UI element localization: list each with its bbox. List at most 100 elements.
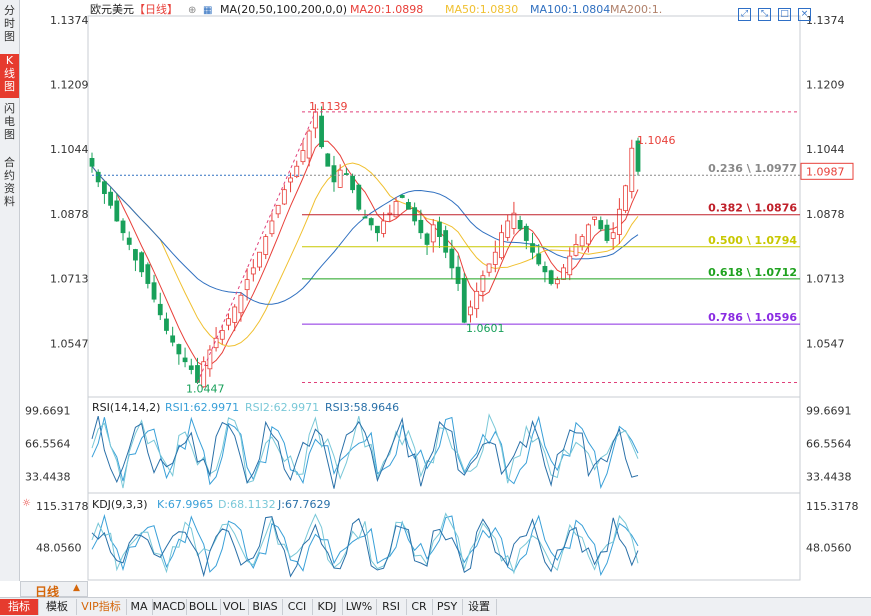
- side-tab-2[interactable]: 闪电图: [4, 102, 15, 141]
- fib-level-label: 0.236 \ 1.0977: [708, 162, 797, 175]
- ma20-label: MA20:1.0898: [350, 3, 423, 16]
- indicator-tab-13[interactable]: PSY: [432, 599, 463, 615]
- fullscreen-icon[interactable]: □: [778, 8, 791, 21]
- price-axis-label-left: 1.0878: [50, 208, 89, 221]
- indicator-tab-11[interactable]: RSI: [376, 599, 407, 615]
- chart-area[interactable]: 欧元美元 【日线】 MA(20,50,100,200,0,0) MA20:1.0898…: [20, 0, 871, 581]
- candle-body: [629, 147, 635, 192]
- kdj-axis-label-left: 115.3178: [36, 500, 89, 513]
- candle-body: [281, 189, 287, 205]
- candle-body: [579, 236, 585, 247]
- candle-body: [623, 185, 628, 212]
- candle-body: [232, 306, 238, 323]
- kdj-line-1: [91, 513, 639, 577]
- period-selector[interactable]: 日线 ▲: [20, 581, 88, 599]
- kdj-line-3: [91, 516, 639, 578]
- kdj-title: KDJ(9,3,3): [92, 498, 148, 511]
- candle-body: [275, 204, 281, 215]
- kdj-axis-label-right: 115.3178: [806, 500, 859, 513]
- indicator-tab-4[interactable]: MACD: [152, 599, 187, 615]
- candle-body: [474, 290, 480, 310]
- ma100-label: MA100:1.0804: [530, 3, 610, 16]
- candle-body: [393, 201, 399, 218]
- candle-body: [120, 220, 126, 234]
- rsi-series-label-1: RSI1:62.9971: [165, 401, 239, 414]
- candle-body: [368, 218, 374, 226]
- kdj-series-label-2: D:68.1132: [218, 498, 276, 511]
- indicator-tab-10[interactable]: LW%: [342, 599, 377, 615]
- candle-body: [306, 130, 312, 159]
- indicator-tab-2[interactable]: VIP指标: [76, 599, 127, 615]
- rsi-panel: RSI(14,14,2) RSI1:62.9971 RSI2:62.9971 RSI3…: [25, 401, 852, 490]
- indicator-tab-12[interactable]: CR: [406, 599, 433, 615]
- candle-body: [461, 277, 467, 323]
- candle-body: [437, 221, 442, 238]
- current-price-box: [800, 162, 854, 180]
- candle-body: [170, 335, 176, 343]
- price-axis-label-right: 1.0713: [806, 272, 845, 285]
- rsi-line-2: [91, 413, 639, 489]
- candle-body: [219, 330, 225, 340]
- toolbar-icons: ⤢ ⤡ □ ×: [738, 1, 818, 21]
- price-axis-label-right: 1.1209: [806, 79, 845, 92]
- candle-body: [399, 195, 405, 198]
- candle-body: [480, 275, 486, 292]
- candle-body: [139, 252, 145, 273]
- price-axis-label-left: 1.1374: [50, 14, 89, 27]
- kdj-series-label-3: J:67.7629: [277, 498, 330, 511]
- indicator-tab-8[interactable]: CCI: [282, 599, 313, 615]
- candle-body: [567, 255, 573, 276]
- price-axis-label-right: 1.1044: [806, 143, 845, 156]
- candle-body: [468, 306, 473, 316]
- candle-body: [523, 225, 529, 241]
- kdj-series-label-1: K:67.9965: [157, 498, 213, 511]
- candle-body: [213, 337, 219, 349]
- rsi-title: RSI(14,14,2): [92, 401, 160, 414]
- add-icon: ⊕: [188, 5, 196, 16]
- indicator-tab-14[interactable]: 设置: [462, 599, 497, 615]
- candle-body: [126, 237, 132, 245]
- candle-body: [89, 158, 95, 167]
- candle-body: [114, 200, 120, 222]
- candle-body: [188, 365, 194, 370]
- indicator-tab-1[interactable]: 模板: [38, 599, 77, 615]
- rsi-axis-label-left: 99.6691: [25, 404, 71, 417]
- price-axis-label-left: 1.1044: [50, 143, 89, 156]
- indicator-tab-3[interactable]: MA: [126, 599, 153, 615]
- candle-body: [530, 243, 535, 253]
- ma20-line: [91, 140, 639, 367]
- indicator-tab-9[interactable]: KDJ: [312, 599, 343, 615]
- price-panel: 1.1374 1.1374 1.1209 1.1209 1.1044 1.1044 1.08…: [50, 14, 854, 395]
- expand-icon[interactable]: ⤢: [738, 8, 751, 21]
- candle-body: [406, 202, 411, 210]
- period-label: 日线: [35, 585, 60, 599]
- side-tab-3[interactable]: 合约资料: [4, 156, 15, 208]
- price-axis-label-right: 1.0547: [806, 337, 845, 350]
- candle-body: [604, 224, 610, 241]
- candle-body: [449, 248, 455, 269]
- chart-period: 【日线】: [134, 2, 178, 16]
- fib-level-label: 0.618 \ 1.0712: [708, 266, 797, 279]
- candle-body: [362, 216, 368, 219]
- candle-body: [356, 184, 362, 210]
- indicator-tab-5[interactable]: BOLL: [186, 599, 221, 615]
- candle-body: [226, 318, 231, 326]
- candle-body: [536, 253, 542, 265]
- indicator-tab-7[interactable]: BIAS: [248, 599, 283, 615]
- fib-level-label: 0.500 \ 1.0794: [708, 234, 797, 247]
- candle-body: [238, 294, 244, 314]
- close-icon[interactable]: ×: [798, 8, 811, 21]
- price-axis-label-left: 1.1209: [50, 79, 89, 92]
- rsi-axis-label-right: 66.5564: [806, 437, 852, 450]
- candle-body: [157, 303, 163, 316]
- indicator-tab-6[interactable]: VOL: [220, 599, 249, 615]
- rsi-series-label-3: RSI3:58.9646: [325, 401, 399, 414]
- indicator-tab-0[interactable]: 指标: [0, 599, 39, 615]
- side-tab-0[interactable]: 分时图: [4, 4, 15, 43]
- candle-body: [573, 244, 579, 256]
- candle-body: [337, 169, 343, 188]
- shrink-icon[interactable]: ⤡: [758, 8, 771, 21]
- kdj-line-2: [91, 512, 639, 575]
- candle-body: [517, 220, 523, 230]
